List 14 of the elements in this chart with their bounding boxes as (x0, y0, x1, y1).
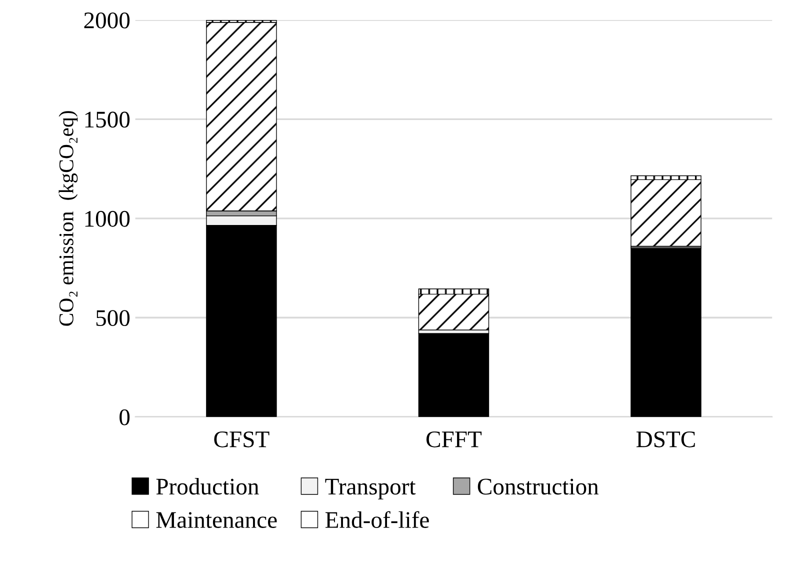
y-tick-label: 1500 (85, 112, 130, 128)
legend-label: Transport (325, 478, 416, 500)
x-tick-label: CFST (214, 431, 270, 448)
x-tick-label: CFFT (426, 431, 482, 448)
y-tick-label: 1000 (85, 210, 130, 227)
legend-label: End-of-life (325, 511, 429, 528)
y-axis-title: CO₂ emission (kgCO₂eq) (58, 111, 78, 326)
y-tick-label: 2000 (84, 12, 130, 28)
y-tick-label: 500 (96, 310, 130, 326)
legend-label: Production (156, 478, 259, 495)
x-tick-label: DSTC (636, 431, 695, 448)
y-tick-label: 0 (120, 409, 130, 426)
legend-label: Maintenance (156, 512, 277, 528)
legend-label: Construction (478, 478, 599, 495)
